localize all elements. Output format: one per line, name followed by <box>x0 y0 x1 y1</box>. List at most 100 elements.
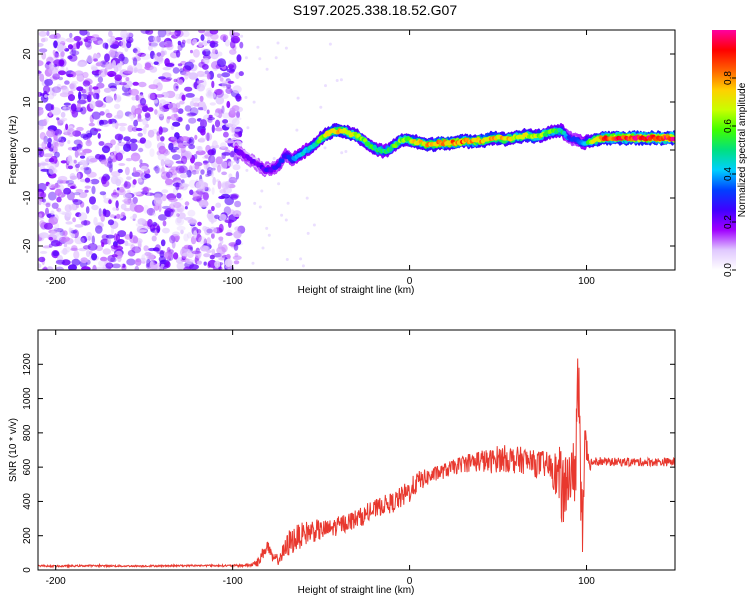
noise-blob <box>176 216 182 224</box>
noise-blob <box>157 30 167 38</box>
noise-blob <box>46 129 56 138</box>
noise-blob <box>204 132 213 141</box>
noise-blob <box>116 96 122 102</box>
noise-blob <box>55 242 63 247</box>
noise-blob <box>74 149 79 158</box>
noise-blob <box>179 70 187 76</box>
noise-blob <box>148 84 159 90</box>
spectrogram-x-tick-label: 100 <box>578 276 595 287</box>
noise-blob <box>69 175 78 180</box>
noise-blob <box>94 100 104 108</box>
noise-blob <box>188 179 197 189</box>
noise-blob <box>164 210 172 218</box>
noise-blob <box>38 213 42 218</box>
noise-dot <box>276 41 280 45</box>
noise-blob <box>188 72 198 80</box>
noise-blob <box>168 168 175 174</box>
noise-blob <box>153 197 163 206</box>
noise-blob <box>146 258 151 268</box>
noise-blob <box>219 252 226 260</box>
noise-blob <box>104 53 110 62</box>
noise-blob <box>234 117 242 121</box>
noise-blob <box>41 267 48 270</box>
noise-blob <box>211 169 214 178</box>
noise-blob <box>196 229 202 234</box>
noise-blob <box>198 199 209 208</box>
noise-blob <box>105 112 113 119</box>
noise-dot <box>324 84 327 88</box>
noise-blob <box>51 145 58 154</box>
noise-blob <box>86 171 97 178</box>
noise-blob <box>39 132 46 140</box>
noise-blob <box>87 243 98 251</box>
noise-blob <box>177 63 183 67</box>
noise-blob <box>171 240 176 249</box>
noise-blob <box>117 168 123 173</box>
noise-blob <box>189 189 194 196</box>
noise-blob <box>147 107 154 112</box>
noise-blob <box>231 33 235 42</box>
noise-blob <box>128 113 136 120</box>
noise-blob <box>84 189 89 193</box>
noise-blob <box>212 176 216 186</box>
noise-blob <box>163 40 174 48</box>
noise-blob <box>95 62 103 67</box>
colorbar-tick-label: 0.8 <box>723 71 734 85</box>
noise-blob <box>184 105 192 112</box>
noise-blob <box>43 266 48 270</box>
noise-blob <box>206 73 211 80</box>
noise-blob <box>57 175 68 182</box>
noise-dot <box>245 168 249 172</box>
noise-blob <box>65 37 75 43</box>
noise-blob <box>160 159 165 167</box>
noise-blob <box>69 50 80 56</box>
noise-blob <box>70 103 77 112</box>
noise-blob <box>110 44 119 49</box>
noise-blob <box>80 257 88 264</box>
noise-dot <box>296 96 300 100</box>
noise-blob <box>214 88 223 96</box>
noise-blob <box>65 123 69 130</box>
noise-blob <box>65 211 72 217</box>
snr-x-axis-label: Height of straight line (km) <box>298 585 415 596</box>
noise-dot <box>284 46 288 50</box>
noise-blob <box>45 115 50 123</box>
noise-blob <box>116 207 119 211</box>
noise-blob <box>233 260 240 265</box>
noise-blob <box>202 160 209 164</box>
noise-blob <box>77 150 81 156</box>
noise-blob <box>140 165 149 172</box>
noise-blob <box>120 203 127 210</box>
noise-blob <box>49 62 55 69</box>
noise-blob <box>123 193 133 200</box>
noise-blob <box>105 62 109 72</box>
noise-blob <box>129 231 133 239</box>
noise-blob <box>170 125 175 131</box>
spectrogram-ridge <box>234 123 675 178</box>
noise-dot <box>328 42 332 46</box>
noise-blob <box>39 220 46 228</box>
noise-blob <box>227 80 234 84</box>
noise-blob <box>145 113 151 121</box>
noise-blob <box>141 53 151 60</box>
snr-x-tick-label: -200 <box>46 576 66 587</box>
noise-dot <box>244 96 248 99</box>
noise-blob <box>91 66 98 71</box>
noise-blob <box>172 121 181 127</box>
noise-blob <box>162 66 172 71</box>
noise-blob <box>130 244 136 252</box>
noise-blob <box>101 145 111 154</box>
noise-blob <box>111 194 118 200</box>
noise-blob <box>206 92 216 99</box>
noise-blob <box>76 102 81 111</box>
noise-blob <box>98 68 108 78</box>
noise-blob <box>48 216 58 225</box>
noise-blob <box>211 205 215 212</box>
noise-blob <box>85 85 90 94</box>
noise-blob <box>114 74 122 81</box>
ridge-cell <box>671 136 675 142</box>
noise-blob <box>132 48 138 54</box>
noise-blob <box>232 32 241 37</box>
noise-blob <box>80 220 91 226</box>
noise-blob <box>106 70 117 77</box>
